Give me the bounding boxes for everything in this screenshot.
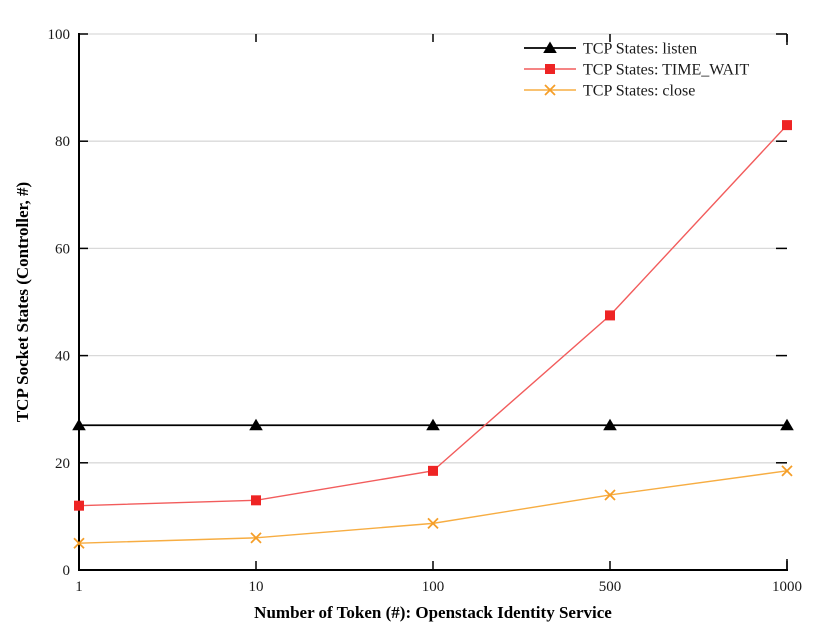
marker-x xyxy=(73,537,85,549)
marker-square xyxy=(74,500,84,511)
marker-square xyxy=(782,120,792,131)
marker-x xyxy=(250,532,262,544)
marker-square xyxy=(428,465,438,476)
x-tick-label-100: 100 xyxy=(422,579,445,595)
legend-label: TCP States: TIME_WAIT xyxy=(583,62,749,79)
legend-item-tcp-states-close: TCP States: close xyxy=(524,83,695,100)
marker-triangle xyxy=(249,418,263,431)
marker-triangle xyxy=(426,418,440,431)
y-tick-label-0: 0 xyxy=(63,563,71,579)
legend-item-tcp-states-listen: TCP States: listen xyxy=(524,41,697,58)
y-tick-label-80: 80 xyxy=(55,134,70,150)
legend-item-tcp-states-time-wait: TCP States: TIME_WAIT xyxy=(524,62,749,79)
y-tick-label-100: 100 xyxy=(48,27,71,43)
x-tick-label-500: 500 xyxy=(599,579,622,595)
legend-label: TCP States: listen xyxy=(583,41,697,58)
y-tick-label-40: 40 xyxy=(55,349,70,365)
marker-triangle xyxy=(603,418,617,431)
x-axis-title: Number of Token (#): Openstack Identity … xyxy=(254,603,612,622)
series-tcp-states-listen xyxy=(72,418,794,431)
x-tick-label-1000: 1000 xyxy=(772,579,802,595)
marker-x xyxy=(604,489,616,501)
legend-marker-x xyxy=(544,84,556,96)
legend-marker-square xyxy=(545,64,555,74)
y-tick-label-20: 20 xyxy=(55,456,70,472)
marker-triangle xyxy=(72,418,86,431)
y-axis-title: TCP Socket States (Controller, #) xyxy=(13,182,32,422)
marker-triangle xyxy=(780,418,794,431)
legend-marker-triangle xyxy=(543,41,557,53)
x-tick-label-1: 1 xyxy=(75,579,83,595)
marker-x xyxy=(427,517,439,530)
marker-x xyxy=(781,465,793,477)
marker-square xyxy=(251,495,261,506)
legend: TCP States: listen TCP States: TIME_WAIT T… xyxy=(524,41,749,100)
marker-square xyxy=(605,310,615,321)
series-tcp-states-time-wait xyxy=(74,120,792,511)
x-tick-label-10: 10 xyxy=(249,579,264,595)
y-tick-label-60: 60 xyxy=(55,241,70,257)
legend-label: TCP States: close xyxy=(583,83,695,100)
series-tcp-states-close xyxy=(73,465,793,549)
